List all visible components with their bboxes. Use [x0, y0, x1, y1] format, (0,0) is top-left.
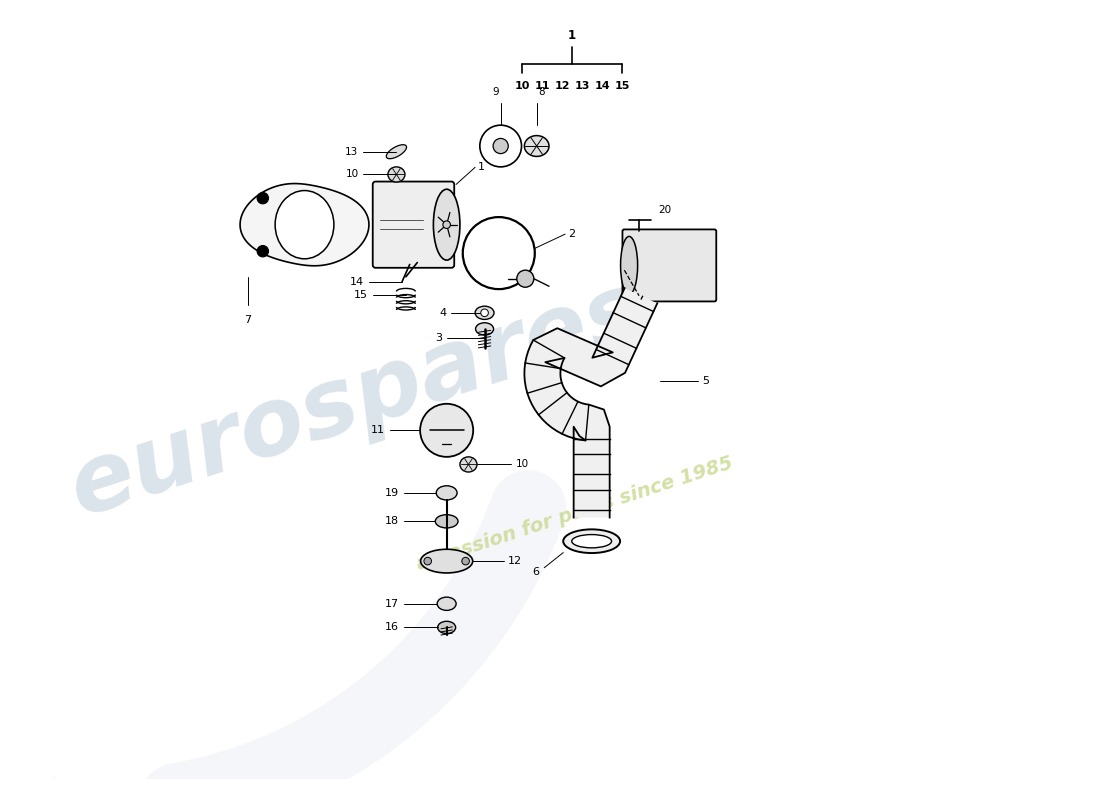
- Ellipse shape: [437, 597, 456, 610]
- Circle shape: [481, 309, 488, 317]
- Text: 12: 12: [554, 81, 570, 90]
- Text: 17: 17: [385, 598, 399, 609]
- Circle shape: [424, 558, 431, 565]
- Text: 1: 1: [569, 29, 576, 42]
- Circle shape: [462, 558, 470, 565]
- Text: 6: 6: [532, 566, 539, 577]
- Ellipse shape: [437, 486, 458, 500]
- Text: 10: 10: [345, 170, 359, 179]
- Text: 15: 15: [354, 290, 368, 300]
- Text: 16: 16: [385, 622, 399, 633]
- Ellipse shape: [388, 167, 405, 182]
- Text: 9: 9: [493, 86, 499, 97]
- Ellipse shape: [433, 190, 460, 260]
- Ellipse shape: [275, 190, 334, 258]
- Polygon shape: [240, 183, 368, 266]
- Ellipse shape: [572, 534, 612, 548]
- Text: 14: 14: [350, 277, 364, 286]
- Text: 12: 12: [508, 556, 522, 566]
- Circle shape: [480, 125, 521, 167]
- Text: 13: 13: [574, 81, 590, 90]
- Text: 2: 2: [568, 229, 575, 239]
- FancyBboxPatch shape: [373, 182, 454, 268]
- Text: eurospares: eurospares: [58, 264, 654, 536]
- Text: 19: 19: [385, 488, 399, 498]
- Text: 10: 10: [516, 459, 529, 470]
- Text: 4: 4: [440, 308, 447, 318]
- FancyBboxPatch shape: [623, 230, 716, 302]
- Ellipse shape: [420, 550, 473, 573]
- Polygon shape: [525, 288, 658, 518]
- Polygon shape: [386, 145, 407, 158]
- Text: 20: 20: [658, 206, 671, 215]
- Text: 14: 14: [594, 81, 609, 90]
- Ellipse shape: [438, 622, 455, 634]
- Ellipse shape: [475, 306, 494, 319]
- Circle shape: [257, 193, 268, 204]
- Text: 10: 10: [515, 81, 530, 90]
- Text: 13: 13: [345, 146, 359, 157]
- Text: 18: 18: [385, 516, 399, 526]
- Text: a passion for parts since 1985: a passion for parts since 1985: [414, 454, 735, 574]
- Ellipse shape: [475, 322, 494, 335]
- Ellipse shape: [460, 457, 477, 472]
- Circle shape: [420, 404, 473, 457]
- Text: 11: 11: [535, 81, 550, 90]
- Text: 11: 11: [371, 426, 385, 435]
- Ellipse shape: [563, 530, 620, 553]
- Text: 8: 8: [538, 86, 544, 97]
- Text: 3: 3: [434, 334, 442, 343]
- Circle shape: [257, 246, 268, 257]
- Ellipse shape: [436, 514, 458, 528]
- Text: 15: 15: [614, 81, 629, 90]
- Ellipse shape: [525, 135, 549, 157]
- Text: 7: 7: [244, 314, 251, 325]
- Circle shape: [443, 221, 450, 229]
- Ellipse shape: [620, 237, 638, 294]
- Circle shape: [493, 138, 508, 154]
- Text: 1: 1: [477, 162, 485, 172]
- Circle shape: [517, 270, 534, 287]
- Text: 5: 5: [703, 376, 710, 386]
